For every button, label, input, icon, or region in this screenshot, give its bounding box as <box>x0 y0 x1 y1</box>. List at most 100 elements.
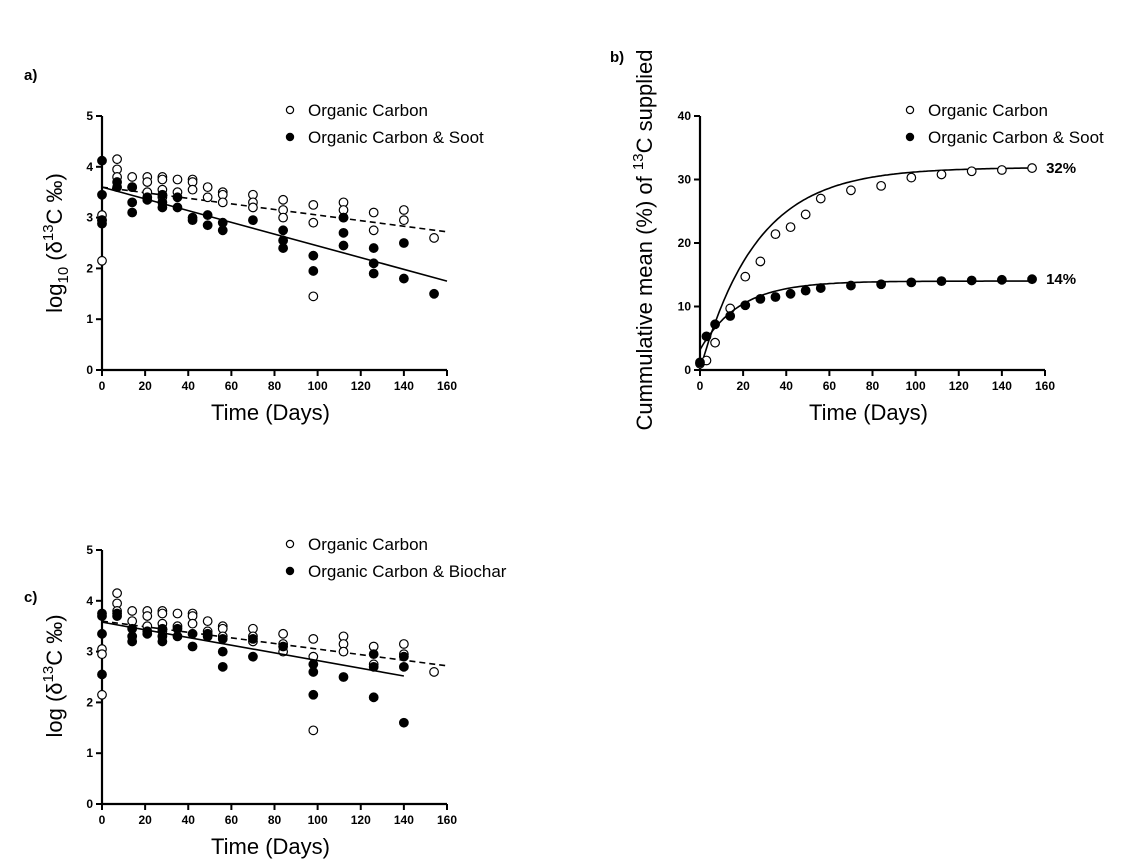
data-point-filled <box>172 202 183 213</box>
y-label-base: log <box>42 284 67 313</box>
data-point-open <box>172 174 183 185</box>
data-point-open <box>248 202 258 213</box>
data-point-open <box>308 217 319 228</box>
data-point-open <box>785 222 796 233</box>
data-point-filled <box>710 319 720 330</box>
data-point-open <box>308 291 319 302</box>
data-point-filled <box>278 225 289 236</box>
data-point-open <box>97 689 107 700</box>
x-tick-label: 120 <box>351 379 371 393</box>
data-point-filled <box>127 182 138 193</box>
data-point-filled <box>308 667 319 677</box>
data-point-filled <box>187 215 198 226</box>
data-point-open <box>202 192 213 203</box>
data-point-filled <box>112 182 122 193</box>
data-point-open <box>815 193 826 204</box>
data-point-filled <box>202 631 213 642</box>
data-point-filled <box>398 661 409 672</box>
data-point-open <box>368 207 379 218</box>
y-tick-label: 2 <box>86 695 93 709</box>
legend-marker <box>905 105 915 115</box>
data-point-filled <box>338 240 349 251</box>
data-point-open <box>740 271 751 282</box>
x-tick-label: 0 <box>99 813 106 827</box>
data-point-open <box>936 169 947 180</box>
data-point-filled <box>127 197 138 208</box>
data-point-filled <box>785 288 796 299</box>
data-point-filled <box>217 661 228 672</box>
panel-label: a) <box>24 67 37 84</box>
y-axis-label: Cummulative mean (%) of 13C supplied <box>630 49 657 430</box>
x-tick-label: 80 <box>866 379 880 393</box>
end-percent-label: 32% <box>1046 160 1076 177</box>
data-point-open <box>142 611 153 621</box>
data-point-filled <box>217 634 228 644</box>
data-point-open <box>308 725 319 736</box>
x-tick-label: 20 <box>138 379 152 393</box>
fit-line-1 <box>101 620 448 667</box>
y-label-superscript: 13 <box>630 153 647 170</box>
x-tick-label: 100 <box>308 813 328 827</box>
data-point-filled <box>217 225 228 236</box>
x-tick-label: 160 <box>437 813 457 827</box>
y-tick-label: 4 <box>86 160 93 174</box>
y-tick-label: 0 <box>684 363 691 377</box>
data-point-filled <box>755 293 766 304</box>
data-point-open <box>996 165 1007 175</box>
data-point-filled <box>127 636 138 647</box>
legend-marker <box>285 132 295 142</box>
x-tick-label: 120 <box>351 813 371 827</box>
fit-curve-2 <box>699 280 1033 351</box>
y-tick-label: 4 <box>86 594 93 608</box>
data-point-filled <box>815 283 826 293</box>
data-point-open <box>398 639 409 649</box>
y-label-text: (δ <box>42 682 67 708</box>
y-label-text: (δ <box>42 241 67 267</box>
data-point-filled <box>308 689 319 700</box>
y-label-base: log <box>42 708 67 737</box>
data-point-filled <box>308 266 319 276</box>
data-point-open <box>398 215 409 226</box>
fit-line-1 <box>101 186 448 233</box>
data-point-open <box>906 172 917 183</box>
x-tick-label: 20 <box>736 379 750 393</box>
data-point-filled <box>202 220 213 231</box>
data-point-open <box>187 184 198 195</box>
end-percent-label: 14% <box>1046 271 1076 288</box>
data-point-open <box>127 606 138 616</box>
data-point-open <box>97 649 107 660</box>
y-tick-label: 40 <box>678 109 692 123</box>
data-point-open <box>398 205 409 215</box>
data-point-open <box>278 628 289 639</box>
y-tick-label: 0 <box>86 363 93 377</box>
legend-marker <box>905 132 915 142</box>
data-point-open <box>217 197 228 208</box>
data-point-filled <box>846 280 856 291</box>
data-point-filled <box>187 628 198 639</box>
legend-label: Organic Carbon <box>928 101 1048 120</box>
y-tick-label: 10 <box>678 300 692 314</box>
y-tick-label: 1 <box>86 746 93 760</box>
data-point-filled <box>398 238 409 248</box>
y-tick-label: 0 <box>86 797 93 811</box>
data-point-open <box>755 256 766 267</box>
x-tick-label: 160 <box>437 379 457 393</box>
legend-marker <box>285 105 295 115</box>
data-point-filled <box>248 215 258 226</box>
panel-label: c) <box>24 589 37 606</box>
y-tick-label: 1 <box>86 312 93 326</box>
data-point-filled <box>996 274 1007 285</box>
x-tick-label: 40 <box>780 379 794 393</box>
data-point-open <box>368 225 379 236</box>
y-label-text: C supplied <box>632 49 657 153</box>
panel-label: b) <box>610 49 624 66</box>
y-label-superscript: 13 <box>40 666 57 683</box>
y-label-subscript: 10 <box>55 267 72 284</box>
data-point-filled <box>202 210 213 220</box>
data-point-filled <box>429 288 439 299</box>
data-point-open <box>278 194 289 205</box>
data-point-open <box>97 255 107 266</box>
x-axis-label: Time (Days) <box>211 834 330 859</box>
data-point-filled <box>97 669 107 680</box>
